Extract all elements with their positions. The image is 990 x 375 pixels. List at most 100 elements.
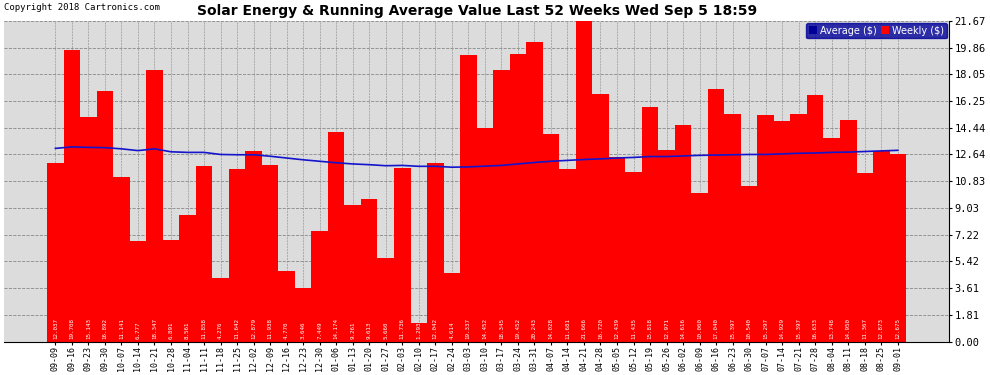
Text: 17.040: 17.040: [714, 318, 719, 339]
Text: 14.950: 14.950: [845, 318, 850, 339]
Bar: [675, 125, 691, 342]
Bar: [196, 166, 212, 342]
Bar: [262, 165, 278, 342]
Bar: [708, 89, 725, 342]
Bar: [658, 150, 675, 342]
Text: 11.736: 11.736: [400, 318, 405, 339]
Text: 20.243: 20.243: [532, 318, 537, 339]
Text: 14.616: 14.616: [680, 318, 686, 339]
Bar: [626, 172, 642, 342]
Text: 12.971: 12.971: [664, 318, 669, 339]
Text: 12.042: 12.042: [433, 318, 438, 339]
Bar: [130, 241, 147, 342]
Text: 5.660: 5.660: [383, 322, 388, 339]
Legend: Average ($), Weekly ($): Average ($), Weekly ($): [806, 22, 947, 39]
Text: 4.276: 4.276: [218, 322, 223, 339]
Bar: [510, 54, 526, 342]
Text: 19.452: 19.452: [516, 318, 521, 339]
Text: 18.347: 18.347: [152, 318, 157, 339]
Bar: [543, 134, 559, 342]
Text: 15.397: 15.397: [731, 318, 736, 339]
Bar: [526, 42, 543, 342]
Bar: [576, 21, 592, 342]
Text: 11.681: 11.681: [565, 318, 570, 339]
Bar: [345, 204, 361, 342]
Bar: [427, 164, 444, 342]
Title: Solar Energy & Running Average Value Last 52 Weeks Wed Sep 5 18:59: Solar Energy & Running Average Value Las…: [197, 4, 756, 18]
Bar: [411, 322, 427, 342]
Text: 14.929: 14.929: [780, 318, 785, 339]
Bar: [278, 271, 295, 342]
Text: 11.858: 11.858: [202, 318, 207, 339]
Text: 16.633: 16.633: [813, 318, 818, 339]
Text: 11.642: 11.642: [235, 318, 240, 339]
Bar: [147, 70, 162, 342]
Bar: [609, 158, 626, 342]
Bar: [312, 231, 328, 342]
Text: 1.293: 1.293: [416, 322, 422, 339]
Bar: [725, 114, 741, 342]
Bar: [840, 120, 856, 342]
Text: 19.708: 19.708: [69, 318, 74, 339]
Bar: [460, 55, 476, 342]
Bar: [493, 70, 510, 342]
Bar: [80, 117, 97, 342]
Bar: [162, 240, 179, 342]
Text: 12.675: 12.675: [895, 318, 900, 339]
Bar: [559, 169, 576, 342]
Bar: [774, 120, 790, 342]
Bar: [790, 114, 807, 342]
Bar: [444, 273, 460, 342]
Bar: [691, 193, 708, 342]
Text: 11.938: 11.938: [267, 318, 272, 339]
Bar: [757, 115, 774, 342]
Text: 14.452: 14.452: [482, 318, 487, 339]
Text: 13.748: 13.748: [830, 318, 835, 339]
Bar: [807, 95, 824, 342]
Text: 7.449: 7.449: [317, 322, 322, 339]
Text: 9.261: 9.261: [350, 322, 355, 339]
Bar: [476, 128, 493, 342]
Bar: [212, 278, 229, 342]
Bar: [229, 169, 246, 342]
Text: 10.060: 10.060: [697, 318, 702, 339]
Text: 12.439: 12.439: [615, 318, 620, 339]
Text: 6.777: 6.777: [136, 322, 141, 339]
Bar: [328, 132, 345, 342]
Bar: [377, 258, 394, 342]
Bar: [741, 186, 757, 342]
Text: 19.337: 19.337: [466, 318, 471, 339]
Text: 16.720: 16.720: [598, 318, 603, 339]
Text: 11.435: 11.435: [631, 318, 636, 339]
Text: 14.174: 14.174: [334, 318, 339, 339]
Bar: [394, 168, 411, 342]
Text: 16.892: 16.892: [102, 318, 108, 339]
Text: 11.367: 11.367: [862, 318, 867, 339]
Text: 21.666: 21.666: [581, 318, 586, 339]
Bar: [295, 288, 312, 342]
Bar: [113, 177, 130, 342]
Bar: [63, 50, 80, 342]
Text: 10.540: 10.540: [746, 318, 751, 339]
Text: 11.141: 11.141: [119, 318, 124, 339]
Text: 12.873: 12.873: [879, 318, 884, 339]
Bar: [179, 215, 196, 342]
Text: 4.614: 4.614: [449, 322, 454, 339]
Bar: [856, 173, 873, 342]
Text: 15.297: 15.297: [763, 318, 768, 339]
Bar: [642, 107, 658, 342]
Text: 18.345: 18.345: [499, 318, 504, 339]
Text: 12.037: 12.037: [52, 318, 57, 339]
Text: 15.143: 15.143: [86, 318, 91, 339]
Bar: [97, 92, 113, 342]
Bar: [824, 138, 840, 342]
Text: 12.879: 12.879: [251, 318, 256, 339]
Text: 14.028: 14.028: [548, 318, 553, 339]
Text: 6.891: 6.891: [168, 322, 173, 339]
Bar: [361, 199, 377, 342]
Text: 9.613: 9.613: [366, 322, 371, 339]
Text: 15.818: 15.818: [647, 318, 652, 339]
Text: 8.561: 8.561: [185, 322, 190, 339]
Bar: [246, 151, 262, 342]
Text: 3.646: 3.646: [301, 322, 306, 339]
